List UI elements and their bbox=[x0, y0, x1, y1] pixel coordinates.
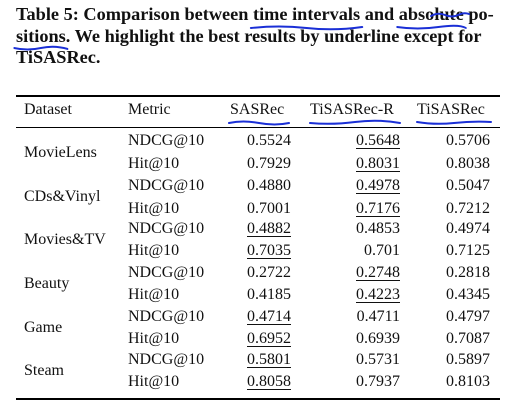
sasrec-value: 0.4185 bbox=[247, 286, 291, 303]
metric-cell: Hit@10 bbox=[128, 373, 180, 390]
metric-cell: NDCG@10 bbox=[128, 308, 205, 325]
dataset-label-movies-tv: Movies&TV bbox=[24, 231, 106, 248]
tisasrec-r-value: 0.701 bbox=[364, 242, 400, 259]
tisasrec-value: 0.4797 bbox=[446, 308, 490, 325]
pen-underline-stroke bbox=[249, 25, 364, 30]
metric-cell: Hit@10 bbox=[128, 286, 180, 303]
tisasrec-r-value: 0.8031 bbox=[356, 155, 400, 172]
highlighted-phrase-time-intervals: time intervals bbox=[249, 4, 364, 30]
highlighted-word-sitions: sitions bbox=[13, 25, 69, 51]
caption-text: absolute bbox=[398, 4, 464, 24]
pen-underline-header-tisasrec-r bbox=[309, 119, 401, 125]
column-header-sasrec: SASRec bbox=[230, 101, 285, 118]
tisasrec-value: 0.7125 bbox=[446, 242, 490, 259]
caption-line-2: sitions. We highlight the best results b… bbox=[13, 25, 496, 51]
caption-line-3: TiSASRec. bbox=[16, 47, 101, 67]
column-header-dataset: Dataset bbox=[24, 101, 72, 118]
tisasrec-r-value: 0.5731 bbox=[356, 351, 400, 368]
metric-cell: NDCG@10 bbox=[128, 132, 205, 149]
highlighted-word-absolute: absolute bbox=[396, 4, 467, 29]
sasrec-value: 0.7929 bbox=[247, 155, 291, 172]
tisasrec-r-value: 0.4853 bbox=[356, 220, 400, 237]
dataset-label-game: Game bbox=[24, 319, 63, 336]
column-header-tisasrec: TiSASRec bbox=[417, 101, 485, 118]
tisasrec-r-value: 0.5648 bbox=[356, 132, 400, 149]
metric-cell: NDCG@10 bbox=[128, 351, 205, 368]
pen-underline-header-tisasrec bbox=[416, 120, 492, 125]
metric-cell: Hit@10 bbox=[128, 155, 180, 172]
table-bottom-rule bbox=[16, 398, 500, 400]
caption-text: and bbox=[360, 4, 399, 24]
metric-cell: NDCG@10 bbox=[128, 177, 205, 194]
dataset-label-beauty: Beauty bbox=[24, 275, 70, 292]
tisasrec-value: 0.2818 bbox=[446, 264, 490, 281]
sasrec-value: 0.8058 bbox=[247, 373, 291, 390]
sasrec-value: 0.4880 bbox=[247, 177, 291, 194]
tisasrec-value: 0.8038 bbox=[446, 155, 490, 172]
caption-line-1: Table 5: Comparison between time interva… bbox=[16, 4, 496, 30]
metric-cell: Hit@10 bbox=[128, 242, 180, 259]
metric-cell: NDCG@10 bbox=[128, 220, 205, 237]
table-top-rule bbox=[16, 95, 500, 97]
table-caption: Table 5: Comparison between time interva… bbox=[13, 4, 496, 69]
tisasrec-r-value: 0.2748 bbox=[356, 264, 400, 281]
sasrec-value: 0.4882 bbox=[247, 220, 291, 237]
tisasrec-r-value: 0.4223 bbox=[356, 286, 400, 303]
sasrec-value: 0.7001 bbox=[247, 200, 291, 217]
dataset-label-cds-vinyl: CDs&Vinyl bbox=[24, 188, 101, 205]
column-header-tisasrec-r: TiSASRec-R bbox=[310, 101, 394, 118]
tisasrec-r-value: 0.7176 bbox=[356, 200, 400, 217]
sasrec-value: 0.5801 bbox=[247, 351, 291, 368]
sasrec-value: 0.2722 bbox=[247, 264, 291, 281]
tisasrec-value: 0.7087 bbox=[446, 330, 490, 347]
column-header-metric: Metric bbox=[128, 101, 171, 118]
caption-text: . We highlight the best results by under… bbox=[65, 25, 482, 46]
pen-underline-header-sasrec bbox=[228, 120, 290, 126]
pen-underline-stroke bbox=[396, 24, 467, 29]
tisasrec-value: 0.7212 bbox=[446, 200, 490, 217]
metric-cell: NDCG@10 bbox=[128, 264, 205, 281]
caption-text: Table 5: Comparison between bbox=[16, 4, 253, 24]
tisasrec-r-value: 0.4978 bbox=[356, 177, 400, 194]
tisasrec-r-value: 0.6939 bbox=[356, 330, 400, 347]
tisasrec-r-value: 0.7937 bbox=[356, 373, 400, 390]
dataset-label-steam: Steam bbox=[24, 362, 64, 379]
tisasrec-r-value: 0.4711 bbox=[356, 308, 400, 325]
sasrec-value: 0.7035 bbox=[247, 242, 291, 259]
dataset-label-movielens: MovieLens bbox=[24, 144, 97, 161]
tisasrec-value: 0.4345 bbox=[446, 286, 490, 303]
tisasrec-value: 0.5047 bbox=[446, 177, 490, 194]
pen-squiggle-mark bbox=[430, 12, 470, 18]
tisasrec-value: 0.4974 bbox=[446, 220, 490, 237]
tisasrec-value: 0.5897 bbox=[446, 351, 490, 368]
sasrec-value: 0.6952 bbox=[247, 330, 291, 347]
metric-cell: Hit@10 bbox=[128, 330, 180, 347]
sasrec-value: 0.5524 bbox=[247, 132, 291, 149]
tisasrec-value: 0.5706 bbox=[446, 132, 490, 149]
sasrec-value: 0.4714 bbox=[247, 308, 291, 325]
caption-text: time intervals bbox=[253, 4, 361, 24]
table-header-rule bbox=[16, 127, 500, 128]
metric-cell: Hit@10 bbox=[128, 200, 180, 217]
caption-text: sitions bbox=[16, 25, 66, 46]
pen-underline-stroke bbox=[13, 45, 69, 51]
tisasrec-value: 0.8103 bbox=[446, 373, 490, 390]
caption-text: po- bbox=[463, 4, 494, 24]
